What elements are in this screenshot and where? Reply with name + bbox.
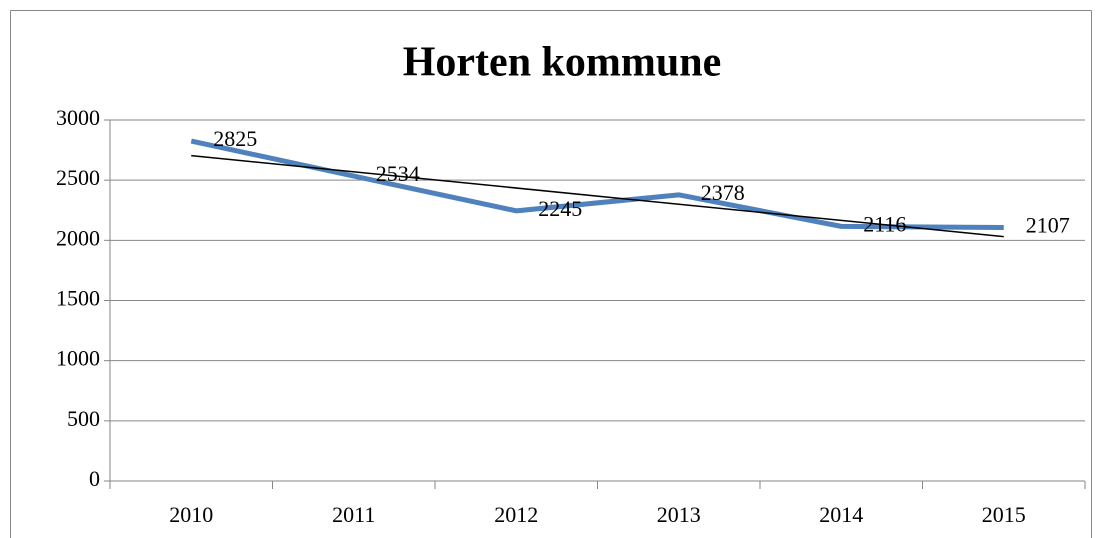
data-label: 2378 — [701, 180, 745, 205]
x-tick-label: 2013 — [657, 502, 701, 527]
y-tick-label: 2500 — [56, 165, 100, 190]
y-tick-label: 0 — [89, 466, 100, 491]
y-tick-label: 500 — [67, 406, 100, 431]
x-tick-label: 2011 — [332, 502, 375, 527]
data-label: 2116 — [863, 211, 906, 236]
y-tick-label: 1000 — [56, 346, 100, 371]
y-tick-label: 1500 — [56, 286, 100, 311]
x-tick-label: 2010 — [169, 502, 213, 527]
data-label: 2245 — [538, 196, 582, 221]
x-tick-label: 2015 — [982, 502, 1026, 527]
x-tick-label: 2012 — [494, 502, 538, 527]
trendline — [191, 154, 1004, 238]
data-label: 2534 — [376, 161, 420, 186]
y-tick-label: 2000 — [56, 225, 100, 250]
data-line — [190, 138, 1004, 230]
data-label: 2107 — [1026, 213, 1070, 238]
x-tick-label: 2014 — [819, 502, 863, 527]
chart-title: Horten kommune — [403, 40, 722, 86]
y-tick-label: 3000 — [56, 105, 100, 130]
data-label: 2825 — [213, 126, 257, 151]
